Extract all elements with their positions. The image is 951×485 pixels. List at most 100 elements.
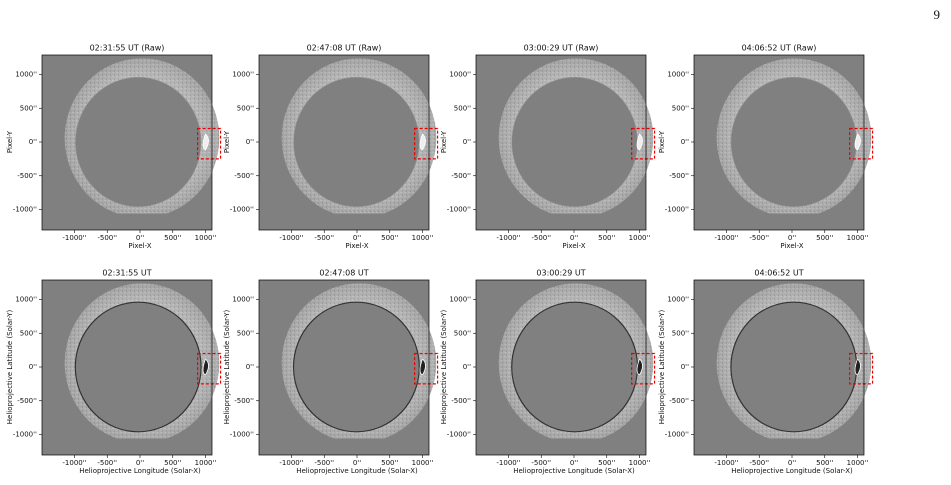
y-tick-label: -500'' — [234, 172, 254, 180]
panel-title: 04:06:52 UT (Raw) — [742, 44, 817, 53]
x-tick-label: 1000'' — [412, 459, 434, 467]
panel-title: 04:06:52 UT — [754, 269, 803, 278]
y-tick-label: -500'' — [451, 172, 471, 180]
region-box — [631, 352, 656, 385]
y-tick-label: -1000'' — [447, 431, 471, 439]
x-tick-label: -1000'' — [496, 459, 520, 467]
page-number: 9 — [934, 7, 941, 22]
axes-frame — [475, 279, 647, 456]
x-tick-label: 500'' — [381, 234, 398, 242]
region-box — [414, 352, 439, 385]
panel-title: 02:31:55 UT (Raw) — [90, 44, 165, 53]
x-tick-label: 1000'' — [412, 234, 434, 242]
image-bottom-mask — [694, 213, 864, 230]
image-bottom-mask — [259, 438, 429, 455]
y-tick-label: -1000'' — [13, 431, 37, 439]
x-tick-label: -500'' — [97, 459, 117, 467]
x-tick-label: -500'' — [531, 459, 551, 467]
y-tick-label: 0'' — [246, 363, 254, 371]
x-tick-label: 0'' — [353, 459, 361, 467]
x-tick-label: -500'' — [97, 234, 117, 242]
y-tick-label: 500'' — [20, 104, 37, 112]
y-tick-label: 500'' — [672, 104, 689, 112]
x-axis-label: Pixel-X — [780, 242, 803, 250]
y-tick-label: 1000'' — [15, 71, 37, 79]
x-tick-label: 1000'' — [629, 234, 651, 242]
image-bottom-mask — [42, 213, 212, 230]
axes-frame — [258, 54, 430, 231]
y-tick-label: 0'' — [463, 138, 471, 146]
axes-frame — [693, 54, 865, 231]
y-axis-label: Helioprojective Latitude (Solar-Y) — [223, 309, 231, 424]
image-bottom-mask — [259, 213, 429, 230]
y-axis-label: Pixel-Y — [440, 130, 448, 153]
x-tick-label: 500'' — [598, 234, 615, 242]
image-bottom-mask — [476, 438, 646, 455]
y-tick-label: 1000'' — [232, 71, 254, 79]
y-tick-label: -500'' — [234, 397, 254, 405]
panel-title: 02:47:08 UT (Raw) — [307, 44, 382, 53]
y-axis-label: Pixel-Y — [6, 130, 14, 153]
x-axis-label: Helioprojective Longitude (Solar-X) — [513, 467, 635, 475]
x-tick-label: -1000'' — [279, 234, 303, 242]
y-tick-label: -500'' — [17, 397, 37, 405]
panel-title: 02:47:08 UT — [319, 269, 368, 278]
solar-disk — [293, 76, 420, 208]
x-tick-label: 0'' — [353, 234, 361, 242]
x-axis-label: Pixel-X — [345, 242, 368, 250]
region-box — [414, 127, 439, 160]
axes-frame — [258, 279, 430, 456]
y-axis-label: Pixel-Y — [658, 130, 666, 153]
y-tick-label: -1000'' — [665, 431, 689, 439]
x-axis-label: Helioprojective Longitude (Solar-X) — [731, 467, 853, 475]
x-tick-label: 0'' — [570, 234, 578, 242]
x-tick-label: 1000'' — [195, 234, 217, 242]
x-tick-label: -500'' — [749, 234, 769, 242]
y-tick-label: 1000'' — [232, 296, 254, 304]
solar-disk — [75, 76, 202, 208]
y-tick-label: -500'' — [17, 172, 37, 180]
x-tick-label: 1000'' — [195, 459, 217, 467]
y-tick-label: 1000'' — [667, 71, 689, 79]
x-axis-label: Pixel-X — [562, 242, 585, 250]
x-tick-label: -1000'' — [62, 234, 86, 242]
y-tick-label: 1000'' — [449, 296, 471, 304]
y-tick-label: -1000'' — [230, 206, 254, 214]
region-box — [197, 127, 222, 160]
eruption-feature — [419, 358, 426, 376]
image-bottom-mask — [694, 438, 864, 455]
panel-title: 02:31:55 UT — [102, 269, 151, 278]
y-tick-label: 500'' — [454, 104, 471, 112]
x-tick-label: -500'' — [749, 459, 769, 467]
x-tick-label: -1000'' — [62, 459, 86, 467]
y-tick-label: -1000'' — [230, 431, 254, 439]
y-tick-label: 0'' — [246, 138, 254, 146]
y-tick-label: -1000'' — [13, 206, 37, 214]
x-tick-label: 500'' — [381, 459, 398, 467]
x-axis-label: Pixel-X — [128, 242, 151, 250]
x-axis-label: Helioprojective Longitude (Solar-X) — [296, 467, 418, 475]
eruption-feature — [202, 133, 209, 151]
image-bottom-mask — [42, 438, 212, 455]
solar-disk — [730, 301, 858, 433]
x-axis-label: Helioprojective Longitude (Solar-X) — [79, 467, 201, 475]
y-tick-label: 500'' — [237, 329, 254, 337]
y-tick-label: 500'' — [672, 329, 689, 337]
axes-frame — [41, 279, 213, 456]
y-tick-label: 500'' — [20, 329, 37, 337]
axes-frame — [693, 279, 865, 456]
x-tick-label: 0'' — [570, 459, 578, 467]
eruption-feature — [854, 133, 861, 151]
y-tick-label: 0'' — [29, 138, 37, 146]
x-tick-label: 1000'' — [847, 459, 869, 467]
region-box — [849, 127, 874, 160]
y-tick-label: -500'' — [451, 397, 471, 405]
x-tick-label: -1000'' — [279, 459, 303, 467]
x-tick-label: 1000'' — [629, 459, 651, 467]
y-tick-label: 0'' — [29, 363, 37, 371]
x-tick-label: 0'' — [788, 234, 796, 242]
x-tick-label: 0'' — [136, 234, 144, 242]
y-tick-label: 1000'' — [667, 296, 689, 304]
y-tick-label: -1000'' — [665, 206, 689, 214]
y-tick-label: 0'' — [463, 363, 471, 371]
